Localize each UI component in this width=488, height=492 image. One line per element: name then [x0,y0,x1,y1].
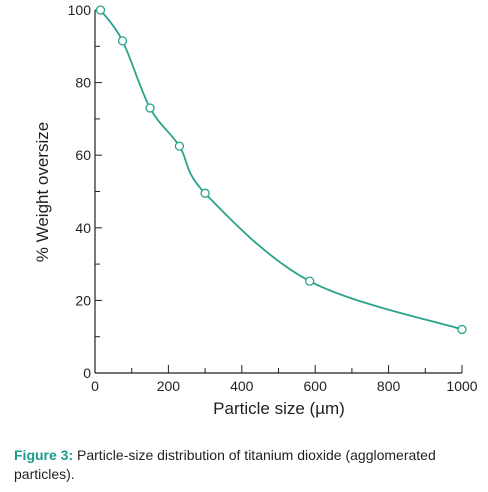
chart-axes [94,10,462,374]
data-point-marker [117,36,128,46]
figure-caption: Figure 3: Particle-size distribution of … [14,446,476,484]
x-tick-label: 400 [230,378,254,394]
caption-label: Figure 3: [14,447,74,463]
series-markers [95,5,467,335]
y-tick-label: 80 [75,75,91,91]
y-tick-label: 0 [83,365,91,381]
chart-ticks [94,9,463,374]
x-axis-label: Particle size (µm) [213,399,345,418]
x-tick-label: 0 [91,378,99,394]
data-point-marker [200,188,210,198]
x-tick-label: 800 [377,378,401,394]
caption-text: Particle-size distribution of titanium d… [14,447,436,482]
y-axis-label: % Weight oversize [33,122,52,262]
y-tick-label: 20 [75,292,91,308]
x-tick-label: 600 [304,378,328,394]
data-point-marker [457,324,467,335]
x-tick-label: 200 [157,378,181,394]
data-point-marker [174,141,185,151]
y-tick-label: 60 [75,147,91,163]
data-point-marker [145,103,155,113]
y-tick-label: 40 [75,220,91,236]
y-tick-label: 100 [68,2,92,18]
x-tick-label: 1000 [446,378,477,394]
data-point-marker [95,5,106,15]
series-curve [99,9,463,331]
data-point-marker [305,276,315,286]
